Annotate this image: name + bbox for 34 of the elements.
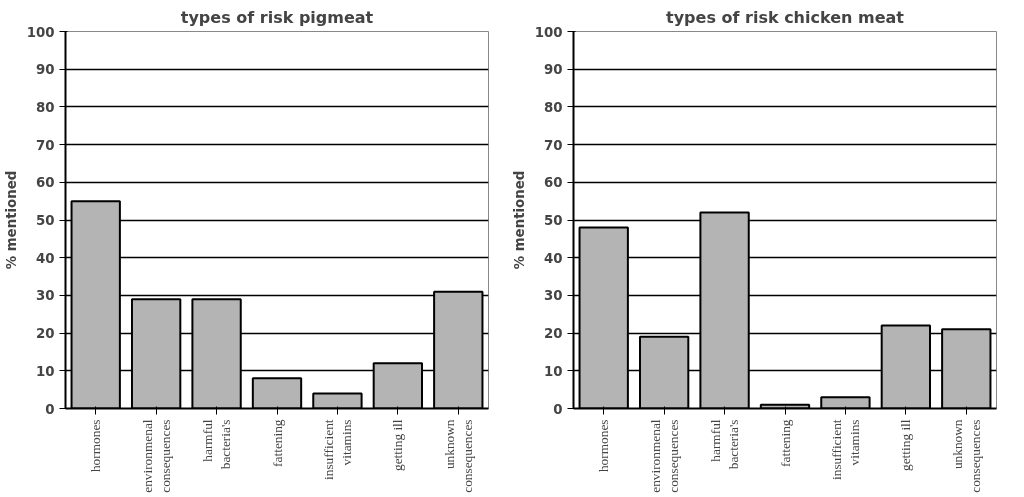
- chart-title: types of risk pigmeat: [180, 7, 374, 27]
- y-tick-label: 30: [543, 288, 563, 304]
- y-axis-title: % mentioned: [3, 170, 19, 270]
- y-tick-label: 20: [35, 326, 55, 342]
- y-tick-label: 60: [543, 175, 563, 191]
- y-tick-label: 50: [543, 213, 563, 228]
- chart-title: types of risk chicken meat: [666, 7, 905, 27]
- x-tick-label: fattening: [777, 419, 793, 467]
- x-tick-label: getting ill: [390, 419, 406, 471]
- y-tick-label: 100: [26, 24, 55, 40]
- y-tick-label: 80: [543, 99, 563, 115]
- x-tick-label: insufficient vitamins: [828, 419, 862, 480]
- y-tick-label: 90: [543, 62, 563, 78]
- y-tick-label: 0: [45, 401, 55, 417]
- y-tick-label: 80: [35, 99, 55, 115]
- y-tick-label: 70: [543, 137, 563, 153]
- x-tick-label: fattening: [269, 419, 285, 467]
- y-tick-label: 70: [35, 137, 55, 153]
- y-tick-label: 0: [553, 401, 563, 417]
- y-tick-label: 40: [35, 250, 55, 266]
- x-tick-label: hormones: [88, 419, 104, 473]
- y-tick-label: 90: [35, 62, 55, 78]
- y-tick-label: 100: [534, 24, 563, 40]
- y-tick-label: 60: [35, 175, 55, 191]
- x-tick-label: hormones: [596, 419, 612, 473]
- y-tick-label: 10: [543, 363, 563, 379]
- y-tick-label: 50: [35, 213, 55, 228]
- y-tick-label: 30: [35, 288, 55, 304]
- y-tick-label: 20: [543, 326, 563, 342]
- x-tick-label: insufficient vitamins: [320, 419, 354, 480]
- y-tick-label: 40: [543, 250, 563, 266]
- y-axis-title: % mentioned: [511, 170, 527, 270]
- x-tick-label: getting ill: [898, 419, 914, 471]
- y-tick-label: 10: [35, 363, 55, 379]
